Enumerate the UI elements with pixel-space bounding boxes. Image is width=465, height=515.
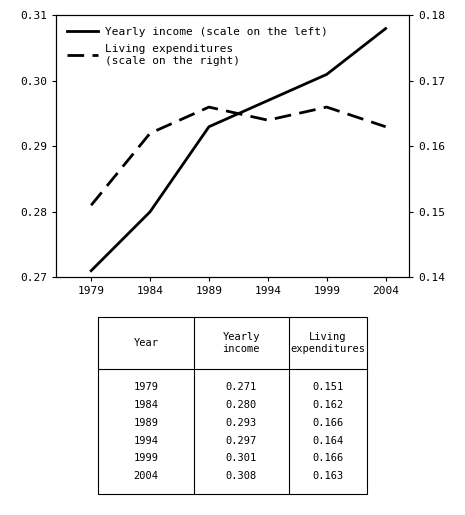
- Text: Yearly
income: Yearly income: [223, 332, 260, 354]
- Text: 0.163: 0.163: [312, 471, 344, 481]
- Text: 2004: 2004: [133, 471, 159, 481]
- Text: 1999: 1999: [133, 453, 159, 464]
- Text: 0.271: 0.271: [226, 382, 257, 392]
- Text: Living
expenditures: Living expenditures: [291, 332, 365, 354]
- Text: 0.301: 0.301: [226, 453, 257, 464]
- Bar: [98, 317, 367, 494]
- Legend: Yearly income (scale on the left), Living expenditures
(scale on the right): Yearly income (scale on the left), Livin…: [61, 21, 333, 72]
- Text: 0.162: 0.162: [312, 400, 344, 410]
- Text: 0.166: 0.166: [312, 418, 344, 428]
- Text: 0.280: 0.280: [226, 400, 257, 410]
- Text: 0.166: 0.166: [312, 453, 344, 464]
- Text: 0.151: 0.151: [312, 382, 344, 392]
- Text: 1979: 1979: [133, 382, 159, 392]
- Text: 0.164: 0.164: [312, 436, 344, 445]
- Text: 1989: 1989: [133, 418, 159, 428]
- Text: 1984: 1984: [133, 400, 159, 410]
- Text: 0.297: 0.297: [226, 436, 257, 445]
- Text: 0.308: 0.308: [226, 471, 257, 481]
- Text: 1994: 1994: [133, 436, 159, 445]
- Text: 0.293: 0.293: [226, 418, 257, 428]
- Text: Year: Year: [133, 338, 159, 348]
